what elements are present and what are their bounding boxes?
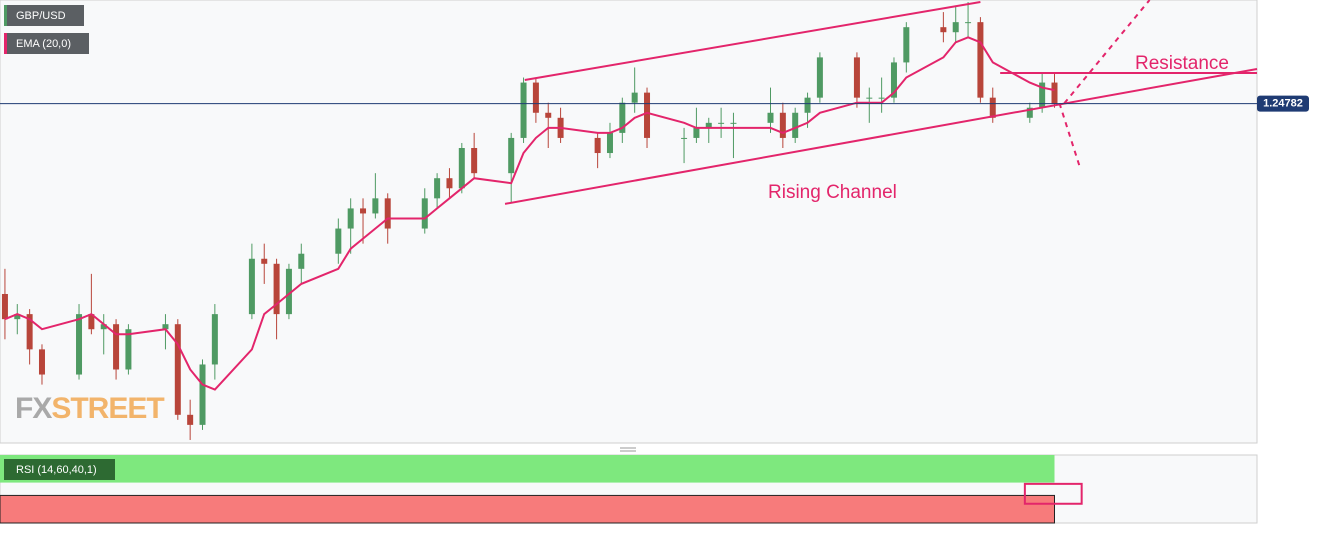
legend-box — [4, 459, 115, 480]
trendline — [524, 1, 981, 82]
watermark: FXSTREET — [15, 392, 164, 425]
candle-body — [88, 314, 95, 330]
candle-body — [816, 57, 823, 98]
candle-body — [458, 148, 465, 189]
candle-body — [878, 97, 885, 99]
main-panel — [0, 0, 1258, 444]
legend-box — [4, 5, 84, 26]
last-price-box — [1257, 95, 1309, 112]
trendline — [1063, 0, 1151, 104]
candle-body — [471, 148, 478, 174]
candle-body — [446, 178, 453, 189]
candle-body — [211, 314, 218, 365]
candle-body — [1039, 82, 1046, 108]
candle-body — [1051, 82, 1058, 104]
candle-body — [977, 22, 984, 98]
legend-swatch — [4, 5, 7, 26]
candle-body — [26, 314, 33, 350]
candle-body — [248, 258, 255, 315]
candle-body — [890, 62, 897, 98]
candle-body — [693, 127, 700, 138]
candle-body — [1026, 107, 1033, 118]
candle-body — [853, 57, 860, 98]
candle-body — [965, 22, 972, 24]
candle-body — [100, 324, 107, 330]
candle-body — [434, 178, 441, 199]
candle-body — [273, 263, 280, 315]
candle-body — [335, 228, 342, 254]
legend-label: GBP/USD — [16, 10, 66, 22]
series-line — [4, 36, 1055, 391]
candle-body — [14, 314, 21, 320]
candle-body — [903, 27, 910, 63]
candle-body — [347, 208, 354, 229]
candle-body — [261, 258, 268, 264]
candle-body — [866, 97, 873, 99]
annotation: Resistance — [1135, 53, 1229, 74]
candle-body — [520, 82, 527, 138]
candle-body — [989, 97, 996, 118]
legend-swatch — [4, 33, 7, 54]
candle-body — [606, 132, 613, 154]
trendline — [504, 67, 1258, 205]
candle-body — [174, 324, 181, 415]
candle-body — [1, 293, 8, 320]
candle-body — [199, 364, 206, 425]
candle-body — [644, 92, 651, 138]
legend-label: RSI (14,60,40,1) — [16, 464, 97, 476]
candle-body — [631, 92, 638, 103]
candle-body — [681, 137, 688, 139]
last-price-label: 1.24782 — [1263, 98, 1303, 110]
candle-body — [113, 324, 120, 370]
candle-body — [76, 314, 83, 375]
candle-body — [952, 22, 959, 33]
candle-body — [619, 102, 626, 133]
candle-body — [125, 329, 132, 370]
candle-body — [421, 198, 428, 229]
candle-body — [779, 112, 786, 138]
rsi-highlight-box — [1023, 482, 1083, 505]
candle-body — [705, 122, 712, 128]
watermark-street: STREET — [51, 392, 164, 425]
candle-body — [508, 137, 515, 174]
rsi-upper-zone — [0, 455, 1055, 483]
candle-body — [718, 122, 725, 124]
candle-body — [384, 198, 391, 229]
candle-body — [285, 268, 292, 315]
legend-label: EMA (20,0) — [16, 38, 71, 50]
candle-body — [804, 97, 811, 113]
candle-body — [162, 324, 169, 330]
trendline — [1058, 102, 1081, 166]
candle-body — [545, 112, 552, 118]
candle-body — [298, 253, 305, 269]
candle-body — [38, 349, 45, 375]
candle-body — [532, 82, 539, 113]
annotation: Rising Channel — [768, 182, 897, 203]
candle-body — [187, 414, 194, 425]
candle-body — [767, 112, 774, 123]
candle-body — [940, 27, 947, 33]
rsi-lower-zone — [0, 494, 1055, 524]
legend-box — [4, 33, 89, 54]
candle-body — [360, 208, 367, 214]
candle-body — [792, 112, 799, 138]
candle-body — [372, 198, 379, 214]
watermark-fx: FX — [15, 392, 52, 425]
candle-body — [730, 122, 737, 124]
candle-body — [594, 137, 601, 154]
